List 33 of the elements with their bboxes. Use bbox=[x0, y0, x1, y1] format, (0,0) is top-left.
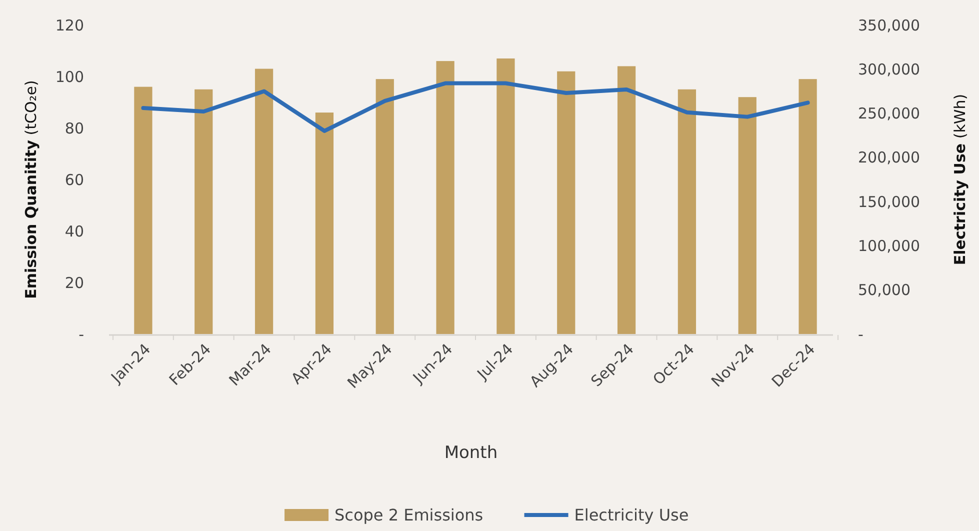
legend-label: Scope 2 Emissions bbox=[334, 506, 484, 525]
bar bbox=[315, 112, 334, 334]
y-tick-label: - bbox=[78, 325, 84, 344]
y-tick-label: 60 bbox=[64, 170, 84, 189]
y2-tick-label: 200,000 bbox=[858, 148, 920, 167]
y-axis-title: Emission Quanitity (tCO₂e) bbox=[22, 80, 40, 299]
y2-tick-label: 150,000 bbox=[858, 192, 920, 211]
bar bbox=[617, 66, 636, 334]
y-tick-label: 80 bbox=[64, 119, 84, 138]
bar bbox=[254, 68, 274, 334]
bar bbox=[376, 79, 394, 334]
y2-tick-label: 100,000 bbox=[858, 236, 920, 255]
y2-tick-label: 350,000 bbox=[858, 16, 920, 34]
bar bbox=[496, 58, 515, 334]
y-tick-label: 20 bbox=[64, 274, 84, 292]
y2-tick-label: 250,000 bbox=[858, 104, 920, 123]
legend-label: Electricity Use bbox=[574, 506, 689, 525]
bar bbox=[798, 79, 817, 334]
bar bbox=[678, 89, 696, 334]
bar bbox=[557, 71, 576, 334]
y2-axis-title: Electricity Use (kWh) bbox=[951, 94, 969, 266]
bar bbox=[436, 61, 454, 334]
y-tick-label: 40 bbox=[64, 222, 84, 240]
bar bbox=[738, 97, 756, 334]
y2-tick-label: 50,000 bbox=[858, 281, 910, 300]
y2-tick-label: 300,000 bbox=[858, 60, 920, 78]
y2-tick-label: - bbox=[858, 325, 864, 344]
x-axis-title: Month bbox=[444, 443, 498, 463]
y-tick-label: 100 bbox=[55, 68, 84, 86]
bar bbox=[134, 86, 152, 334]
line-series bbox=[141, 81, 810, 133]
bar bbox=[194, 89, 213, 334]
y-tick-label: 120 bbox=[55, 16, 84, 34]
